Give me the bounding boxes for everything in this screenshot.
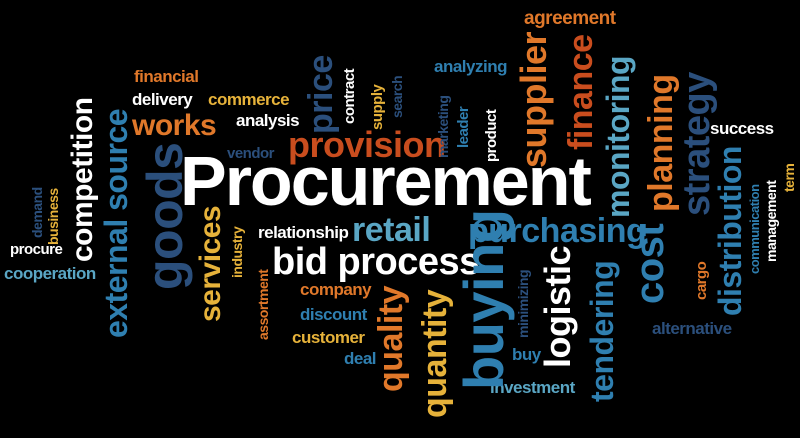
word-leader: leader (456, 107, 471, 148)
word-supplier: supplier (516, 32, 552, 168)
word-tendering: tendering (586, 261, 618, 402)
word-price: price (304, 55, 338, 134)
word-delivery: delivery (132, 91, 192, 108)
word-vendor: vendor (227, 146, 274, 161)
word-analyzing: analyzing (434, 58, 507, 75)
word-monitoring: monitoring (602, 56, 634, 218)
word-bid-process: bid process (272, 243, 480, 281)
word-communication: communication (748, 184, 761, 274)
word-services: services (196, 206, 226, 322)
word-success: success (710, 120, 774, 137)
word-planning: planning (644, 74, 678, 212)
word-buying: buying (456, 209, 512, 390)
word-strategy: strategy (678, 72, 716, 216)
word-supply: supply (370, 85, 385, 130)
word-finance: finance (564, 34, 598, 150)
word-cargo: cargo (694, 262, 709, 300)
word-search: search (390, 76, 404, 118)
word-agreement: agreement (524, 9, 616, 28)
word-company: company (300, 281, 371, 298)
word-management: management (764, 181, 778, 262)
word-quality: quality (374, 286, 408, 392)
word-competition: competition (68, 98, 98, 263)
word-quantity: quantity (418, 290, 452, 418)
word-works: works (132, 111, 216, 141)
word-assortment: assortment (256, 270, 270, 340)
word-contract: contract (342, 69, 357, 124)
word-logistic: logistic (540, 246, 576, 368)
word-term: term (782, 164, 796, 192)
word-business: business (46, 188, 60, 245)
word-customer: customer (292, 329, 365, 346)
word-discount: discount (300, 306, 367, 323)
word-cooperation: cooperation (4, 265, 96, 282)
word-distribution: distribution (714, 146, 746, 316)
word-demand: demand (30, 187, 44, 238)
word-marketing: marketing (436, 96, 450, 158)
word-relationship: relationship (258, 224, 348, 241)
word-external-source: external source (100, 109, 132, 338)
word-cost: cost (630, 224, 670, 304)
word-industry: industry (230, 227, 244, 278)
word-minimizing: minimizing (516, 270, 530, 338)
word-financial: financial (134, 68, 198, 85)
word-product: product (484, 110, 499, 162)
word-goods: goods (140, 143, 190, 290)
word-commerce: commerce (208, 91, 289, 108)
word-alternative: alternative (652, 320, 732, 337)
